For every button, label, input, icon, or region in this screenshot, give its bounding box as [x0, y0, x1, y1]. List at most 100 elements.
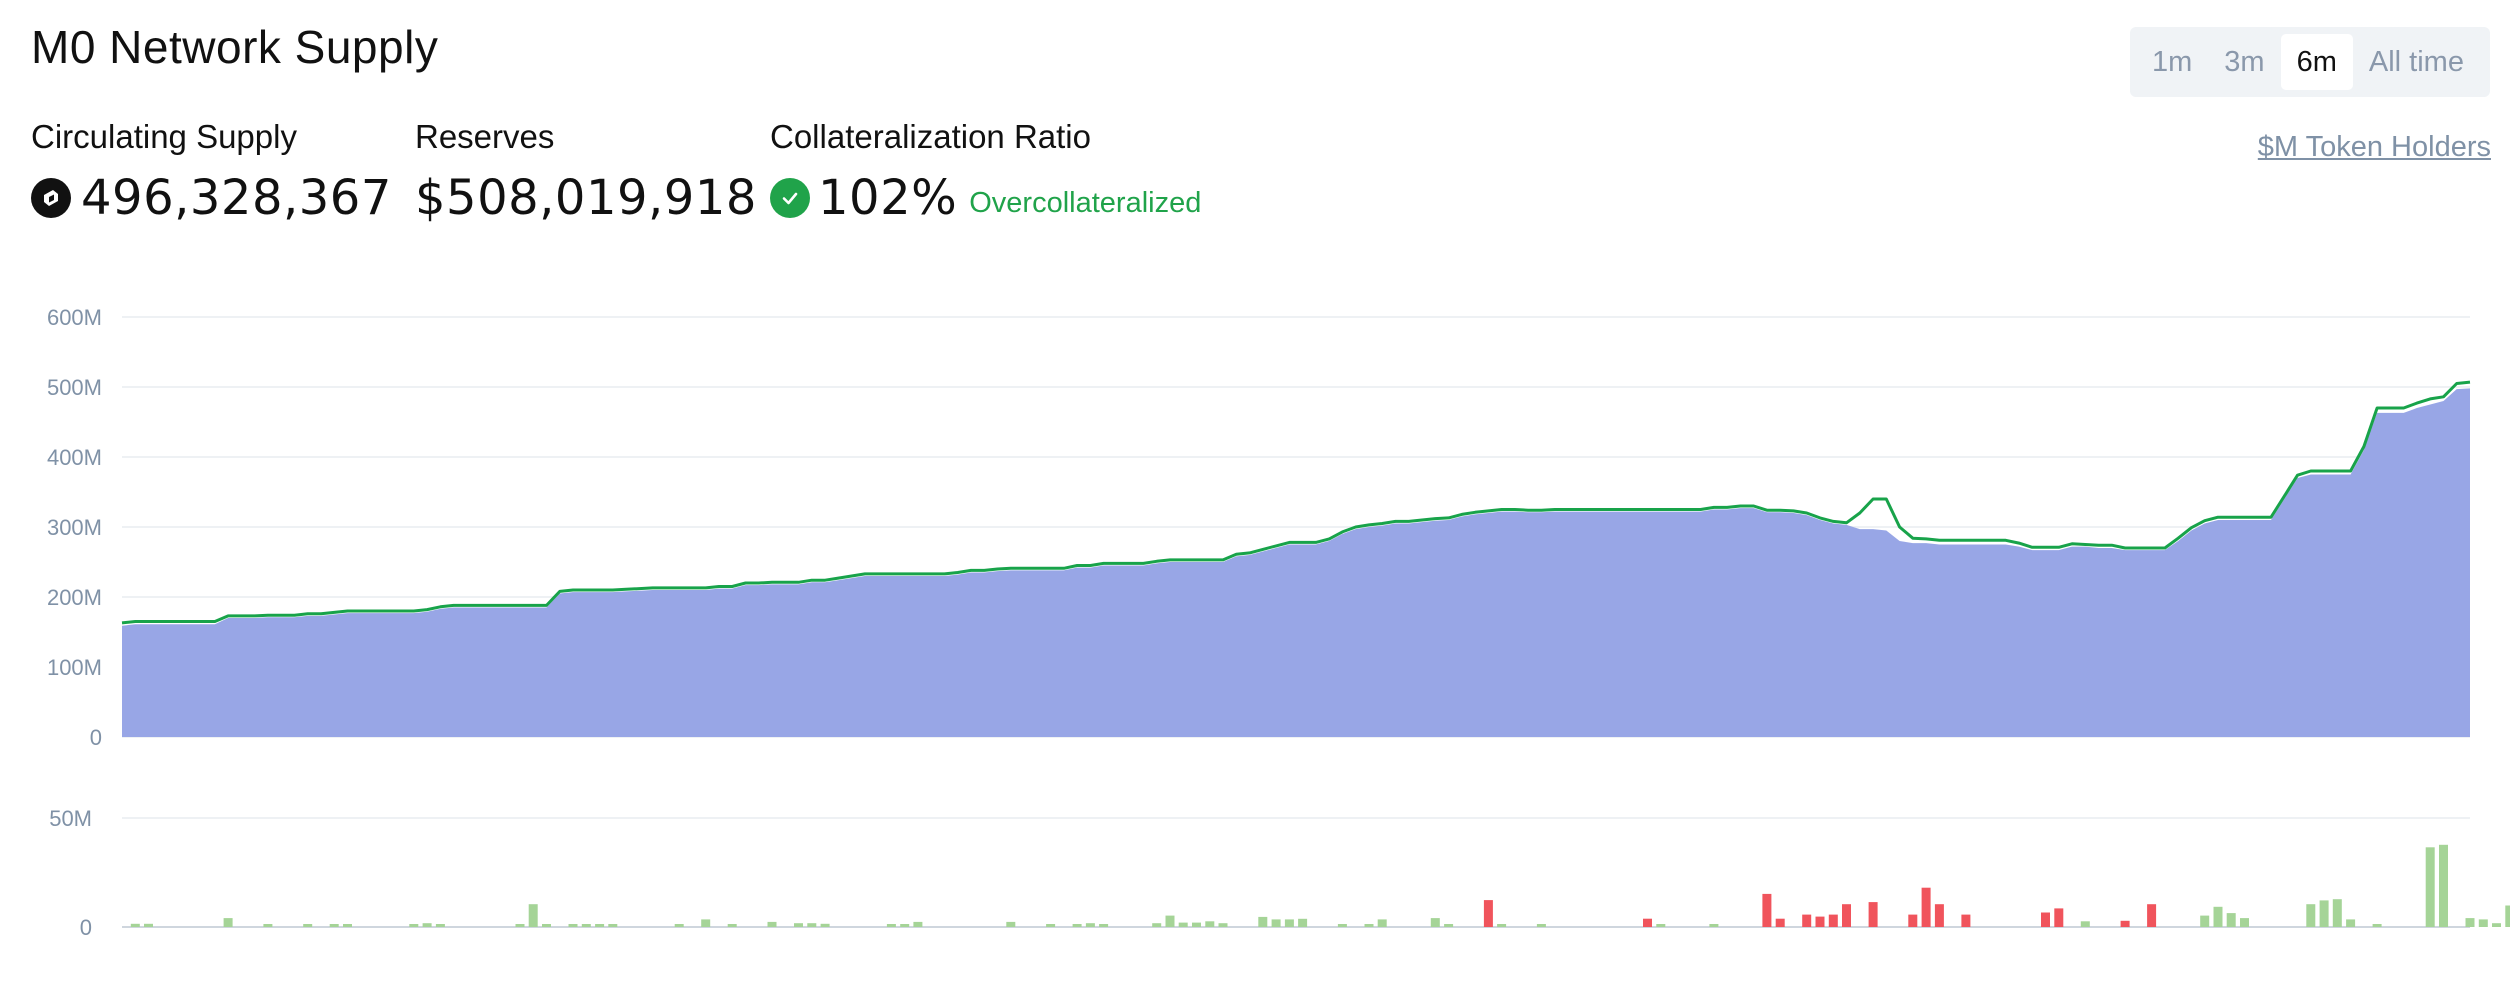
supply-decrease-bar — [1802, 914, 1812, 927]
supply-increase-bar — [343, 924, 352, 927]
supply-increase-bar — [1364, 924, 1374, 927]
supply-increase-bar — [1218, 923, 1228, 927]
supply-increase-bar — [1656, 924, 1666, 927]
circulating-supply-label: Circulating Supply — [31, 118, 297, 155]
supply-y-tick-label: 500M — [47, 375, 102, 400]
supply-increase-bar — [329, 924, 339, 927]
supply-increase-bar — [820, 923, 830, 927]
supply-increase-bar — [144, 923, 153, 927]
supply-increase-bar — [701, 919, 711, 927]
circulating-supply-value: 496,328,367 — [81, 170, 392, 226]
supply-decrease-bar — [1908, 914, 1918, 927]
supply-increase-bar — [2465, 918, 2475, 927]
reserves-stat: Reserves $508,019,918 — [415, 118, 757, 226]
supply-increase-bar — [1377, 919, 1387, 927]
supply-y-tick-label: 300M — [47, 515, 102, 540]
reserves-line — [121, 380, 2471, 625]
range-1m-button[interactable]: 1m — [2152, 45, 2193, 78]
supply-increase-bar — [2226, 913, 2236, 927]
token-holders-link[interactable]: $M Token Holders — [2257, 131, 2491, 163]
supply-increase-bar — [1152, 923, 1162, 927]
supply-decrease-bar — [1762, 893, 1772, 927]
supply-decrease-bar — [1934, 904, 1944, 927]
supply-increase-bar — [2492, 923, 2501, 927]
supply-increase-bar — [1178, 922, 1188, 927]
flow-grid — [122, 817, 2470, 928]
supply-increase-bar — [1165, 915, 1175, 927]
supply-increase-bar — [1006, 921, 1016, 927]
supply-increase-bar — [2306, 904, 2316, 927]
supply-increase-bar — [913, 921, 923, 927]
supply-increase-bar — [886, 924, 896, 927]
supply-increase-bar — [727, 924, 737, 927]
supply-increase-bar — [900, 924, 910, 927]
supply-increase-bar — [2200, 915, 2210, 927]
supply-increase-bar — [2372, 924, 2382, 927]
supply-increase-bar — [223, 918, 233, 927]
supply-increase-bar — [608, 924, 618, 927]
supply-y-tick-label: 100M — [47, 655, 102, 680]
supply-increase-bar — [2505, 905, 2510, 927]
supply-decrease-bar — [1828, 914, 1838, 927]
supply-decrease-bar — [1643, 918, 1652, 927]
supply-decrease-bar — [1815, 916, 1825, 927]
supply-increase-bar — [1271, 919, 1281, 927]
supply-increase-bar — [581, 924, 591, 927]
supply-increase-bar — [1072, 924, 1082, 927]
supply-increase-bar — [1430, 918, 1440, 927]
supply-increase-bar — [595, 924, 605, 927]
supply-increase-bar — [422, 923, 432, 927]
range-3m-button[interactable]: 3m — [2224, 45, 2265, 78]
supply-decrease-bar — [2147, 904, 2157, 927]
supply-y-tick-label: 600M — [47, 305, 102, 330]
circulating-supply-area — [122, 388, 2470, 737]
supply-y-tick-label: 400M — [47, 445, 102, 470]
supply-increase-bar — [1284, 919, 1294, 927]
supply-increase-bar — [2478, 919, 2488, 927]
supply-increase-bar — [2240, 918, 2249, 927]
supply-increase-bar — [2319, 900, 2329, 927]
collateralization-ratio-stat: Collateralization Ratio 102% Overcollate… — [770, 118, 1201, 226]
supply-increase-bar — [2080, 921, 2090, 927]
circulating-supply-stat: Circulating Supply 496,328,367 — [31, 118, 392, 226]
page-title: M0 Network Supply — [31, 21, 439, 73]
m-token-icon — [31, 178, 71, 218]
flow-y-axis: 0 50M — [49, 806, 92, 940]
supply-increase-bar — [807, 923, 817, 927]
supply-increase-bar — [1099, 924, 1109, 927]
supply-decrease-bar — [1842, 904, 1851, 927]
supply-increase-bar — [767, 921, 777, 927]
supply-increase-bar — [1298, 918, 1308, 927]
time-range-selector: 1m 3m 6m All time — [2130, 27, 2490, 97]
supply-increase-bar — [1085, 923, 1095, 927]
supply-increase-bar — [1046, 924, 1056, 927]
supply-decrease-bar — [2054, 908, 2064, 927]
supply-increase-bar — [409, 924, 419, 927]
collateralization-ratio-value: 102% — [818, 170, 958, 226]
supply-increase-bar — [1444, 924, 1454, 927]
supply-decrease-bar — [2041, 912, 2050, 927]
supply-increase-bar — [1337, 924, 1347, 927]
supply-increase-bar — [542, 924, 551, 927]
supply-increase-bar — [435, 924, 445, 927]
supply-y-tick-label: 0 — [90, 725, 102, 750]
supply-decrease-bar — [2120, 920, 2130, 927]
supply-decrease-bar — [1961, 914, 1971, 927]
supply-series — [121, 380, 2471, 737]
supply-increase-bar — [130, 923, 140, 927]
range-all-time-button[interactable]: All time — [2368, 45, 2464, 78]
supply-increase-bar — [528, 904, 538, 927]
supply-decrease-bar — [1868, 902, 1878, 927]
reserves-value: $508,019,918 — [415, 170, 757, 226]
flow-y-tick-label: 50M — [49, 806, 92, 831]
supply-increase-bar — [1205, 921, 1215, 927]
supply-decrease-bar — [1775, 918, 1785, 927]
supply-increase-bar — [1258, 916, 1268, 927]
supply-increase-bar — [2439, 844, 2448, 927]
supply-increase-bar — [515, 924, 525, 927]
supply-decrease-bar — [1921, 887, 1931, 927]
range-6m-button[interactable]: 6m — [2280, 34, 2353, 90]
supply-increase-bar — [568, 924, 578, 927]
supply-increase-bar — [2346, 919, 2356, 927]
